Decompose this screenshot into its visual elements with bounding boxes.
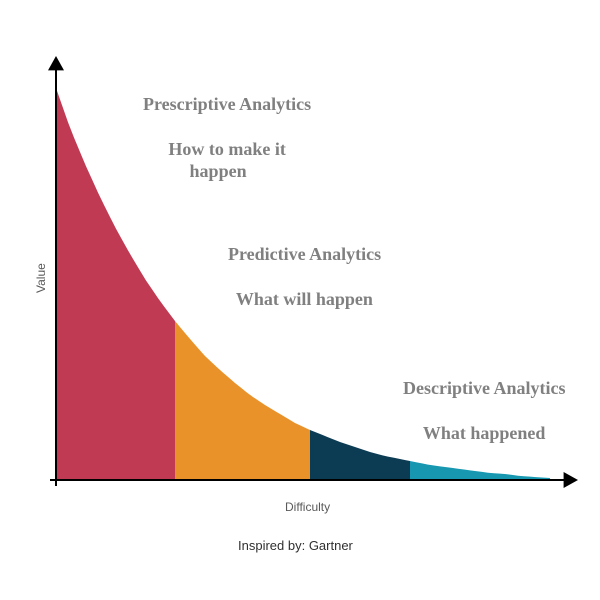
chart-caption: Inspired by: Gartner: [238, 538, 353, 553]
y-axis-label: Value: [34, 263, 48, 293]
analytics-value-chart: Prescriptive Analytics How to make it ha…: [0, 0, 600, 600]
annotation-title: Prescriptive Analytics: [143, 94, 311, 114]
annotation-subtitle: What happened: [423, 423, 546, 443]
segment-predictive: [175, 321, 310, 480]
annotation-title: Predictive Analytics: [228, 244, 381, 264]
annotation-subtitle: What will happen: [236, 289, 373, 309]
x-axis-label: Difficulty: [285, 500, 330, 514]
annotation-descriptive: Descriptive Analytics What happened: [385, 354, 565, 467]
annotation-title: Descriptive Analytics: [403, 378, 565, 398]
annotation-subtitle: How to make it happen: [168, 139, 285, 182]
annotation-predictive: Predictive Analytics What will happen: [210, 220, 381, 333]
annotation-prescriptive: Prescriptive Analytics How to make it ha…: [125, 70, 311, 205]
